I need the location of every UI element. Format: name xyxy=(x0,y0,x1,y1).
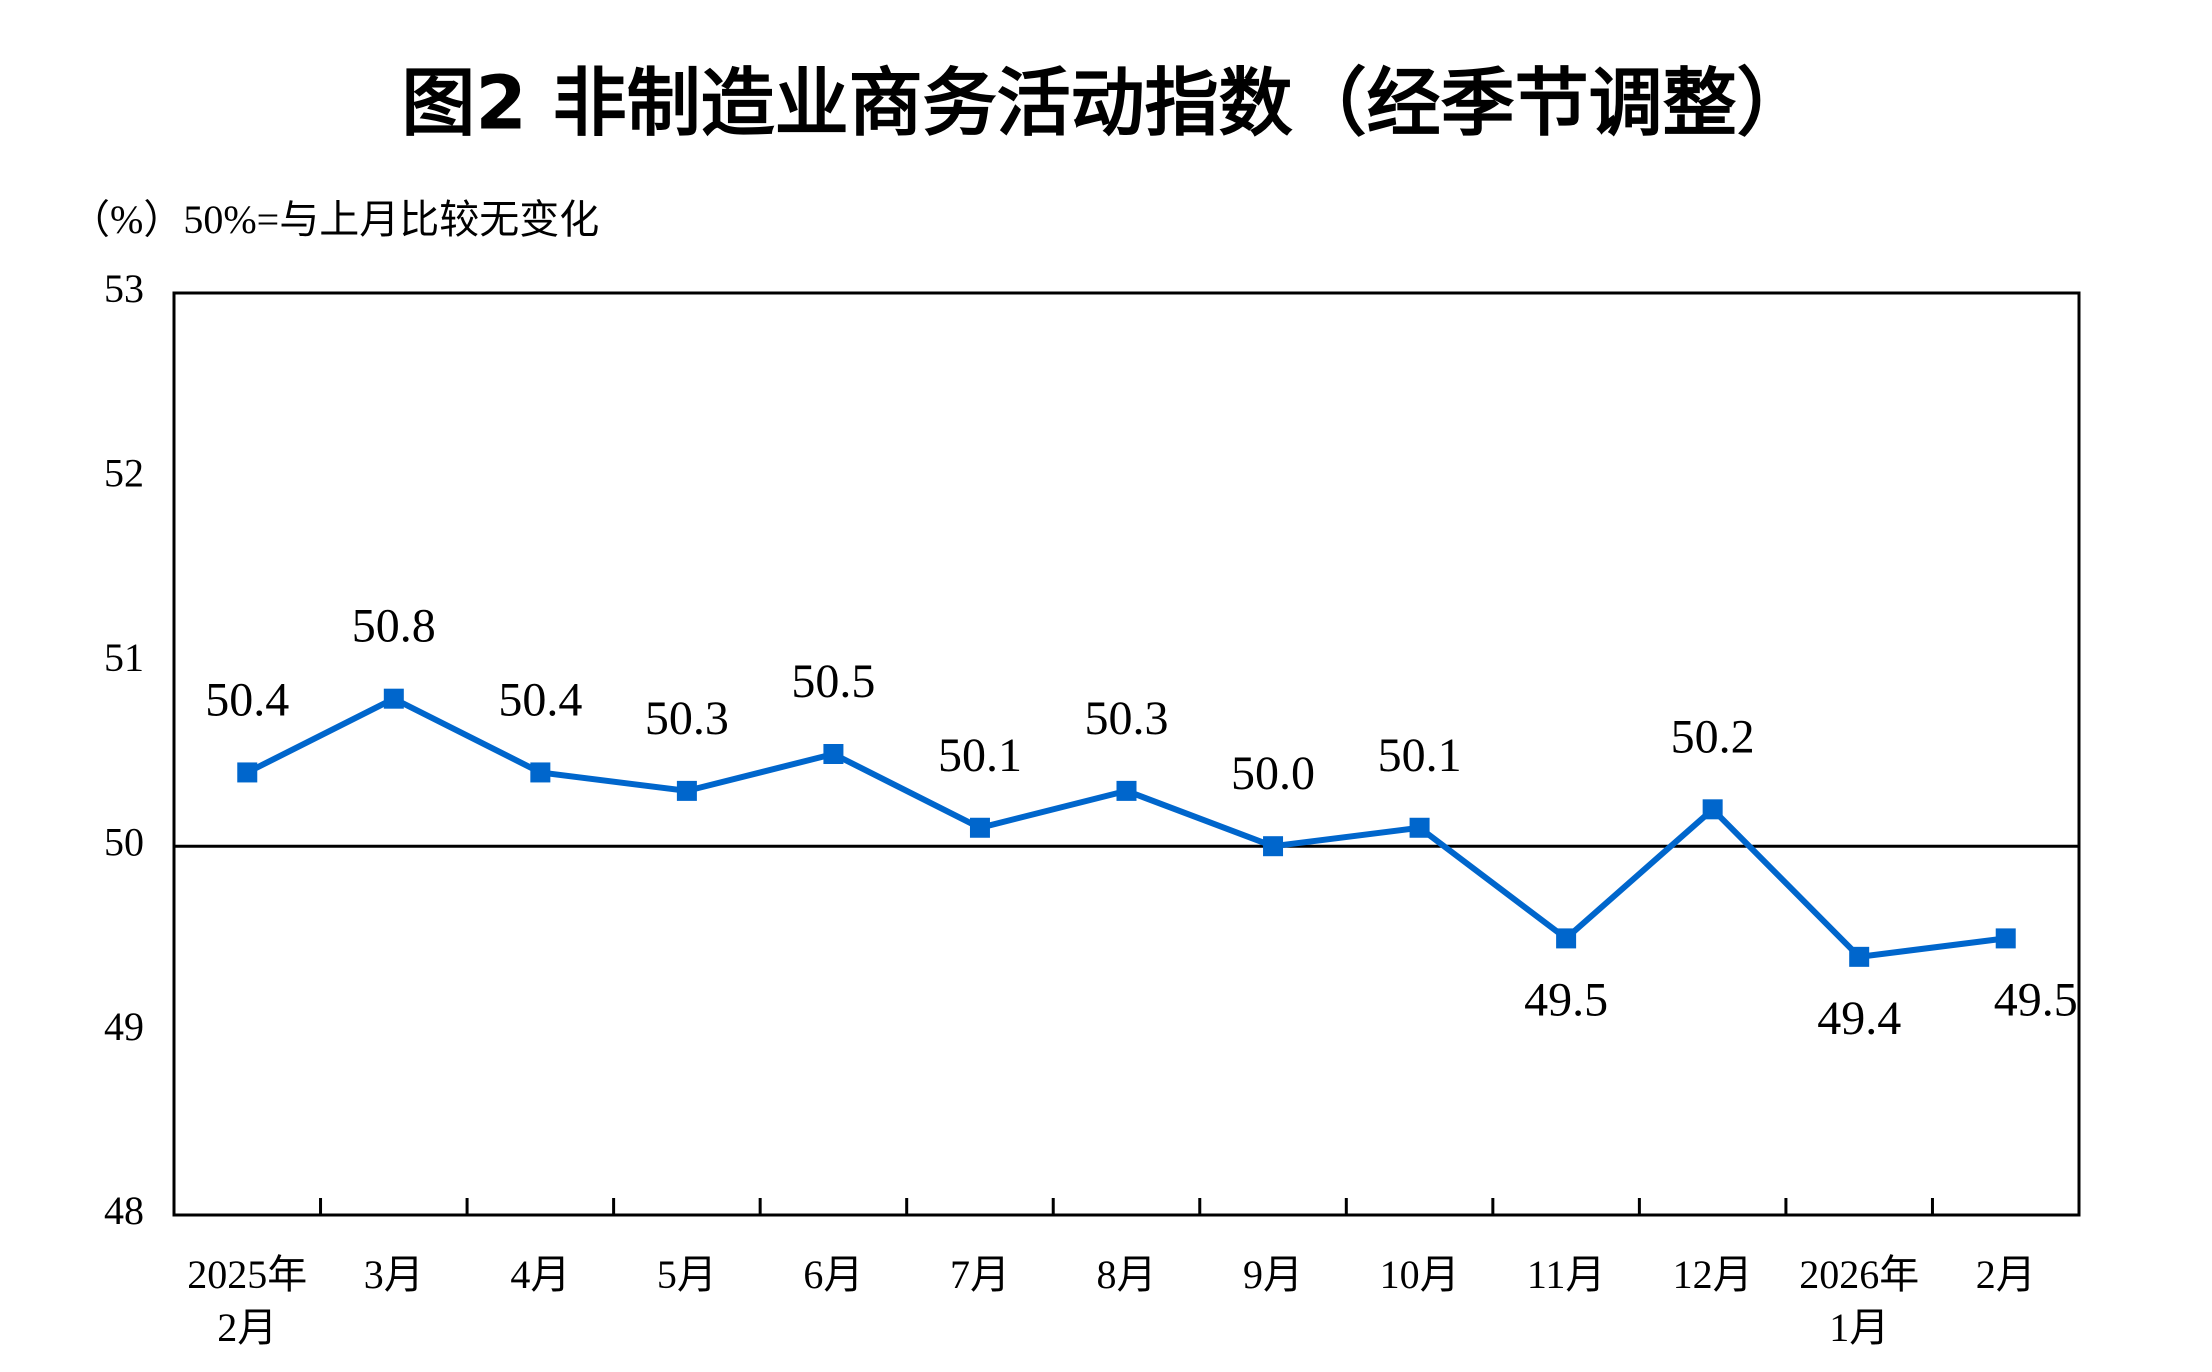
marker xyxy=(1702,799,1723,820)
data-label: 50.5 xyxy=(791,655,875,708)
data-label: 50.1 xyxy=(938,729,1022,782)
marker xyxy=(237,762,258,783)
marker xyxy=(676,780,697,801)
data-label: 50.3 xyxy=(1085,692,1169,745)
y-tick-label: 52 xyxy=(104,451,144,496)
data-label: 49.5 xyxy=(1994,973,2078,1026)
x-tick-label: 4月 xyxy=(510,1252,570,1297)
y-tick-label: 50 xyxy=(104,819,144,864)
x-tick-label: 12月 xyxy=(1673,1252,1753,1297)
data-label: 50.3 xyxy=(645,692,729,745)
x-tick-label: 8月 xyxy=(1097,1252,1157,1297)
plot-frame xyxy=(172,291,2081,1217)
x-tick-label: 11月 xyxy=(1527,1252,1606,1297)
chart-title: 图2 非制造业商务活动指数（经季节调整） xyxy=(401,61,1810,147)
data-label: 50.1 xyxy=(1378,729,1462,782)
data-label: 50.4 xyxy=(498,673,582,726)
data-label: 49.5 xyxy=(1524,973,1608,1026)
x-tick-label: 7月 xyxy=(950,1252,1010,1297)
marker xyxy=(1556,928,1577,949)
marker xyxy=(1409,817,1430,838)
y-tick-label: 51 xyxy=(104,635,144,680)
x-tick-label: 2月 xyxy=(1976,1252,2036,1297)
x-tick-label: 1月 xyxy=(1829,1305,1889,1350)
x-tick-label: 3月 xyxy=(364,1252,424,1297)
marker xyxy=(823,744,844,764)
marker xyxy=(1263,836,1284,857)
y-tick-label: 48 xyxy=(104,1188,144,1233)
x-tick-label: 10月 xyxy=(1380,1252,1460,1297)
data-label: 50.4 xyxy=(205,673,289,726)
data-label: 50.2 xyxy=(1671,710,1755,763)
marker xyxy=(1116,780,1137,801)
x-tick-label: 6月 xyxy=(803,1252,863,1297)
x-tick-label: 2026年 xyxy=(1799,1252,1919,1297)
data-label: 50.0 xyxy=(1231,747,1315,800)
x-tick-label: 5月 xyxy=(657,1252,717,1297)
marker xyxy=(383,688,404,709)
marker xyxy=(1849,946,1870,967)
subtitle: （%）50%=与上月比较无变化 xyxy=(70,197,599,242)
data-label: 49.4 xyxy=(1817,992,1901,1045)
x-tick-label: 9月 xyxy=(1243,1252,1303,1297)
x-tick-label: 2025年 xyxy=(187,1252,307,1297)
marker xyxy=(969,817,990,838)
marker xyxy=(530,762,551,783)
y-tick-label: 49 xyxy=(104,1004,144,1049)
data-label: 50.8 xyxy=(352,600,436,653)
x-tick-label: 2月 xyxy=(217,1305,277,1350)
marker xyxy=(1995,928,2016,949)
y-tick-label: 53 xyxy=(104,266,144,311)
